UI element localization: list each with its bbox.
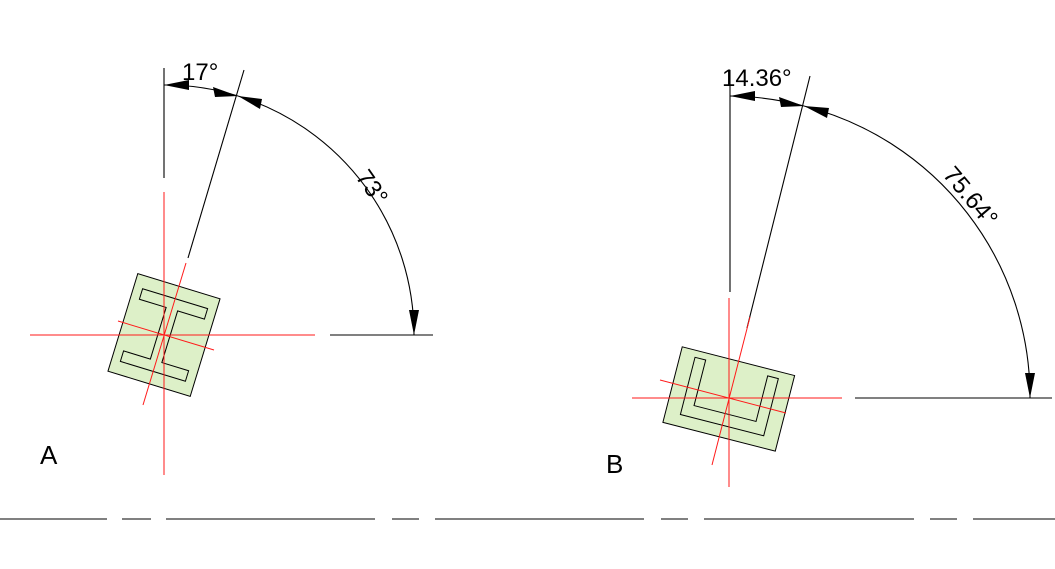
panel-b-small-angle-label: 14.36° bbox=[722, 65, 792, 92]
panel-b-label: B bbox=[606, 449, 623, 479]
panel-b-rotated-centerline-minor bbox=[659, 379, 787, 414]
panel-b-large-arc-arrow-bottom bbox=[1025, 373, 1035, 398]
panel-a: 17° 73° A bbox=[30, 59, 433, 475]
panel-b-small-arc-arrow-right bbox=[779, 97, 804, 107]
panel-a-rotated-centerline-major bbox=[142, 262, 187, 406]
panel-b-channel-profile bbox=[679, 356, 779, 437]
panel-a-i-profile bbox=[119, 288, 209, 382]
panel-a-rotated-centerline-minor bbox=[117, 320, 215, 351]
panel-a-label: A bbox=[40, 440, 58, 470]
panel-b-large-angle-arc bbox=[803, 105, 1031, 399]
panel-a-rotated-reference bbox=[187, 69, 245, 259]
panel-a-large-arc-arrow-top bbox=[238, 96, 262, 109]
panel-b-large-angle-label: 75.64° bbox=[937, 162, 1002, 233]
panel-b-rotated-centerline-major bbox=[711, 316, 751, 466]
panel-b-rotated-reference bbox=[746, 75, 811, 329]
panel-b-large-arc-arrow-top bbox=[804, 106, 829, 118]
panel-a-large-angle-label: 73° bbox=[350, 165, 393, 210]
panel-a-small-arc-arrow-right bbox=[213, 87, 238, 97]
panel-b: 14.36° 75.64° B bbox=[606, 65, 1052, 487]
panel-a-large-arc-arrow-bottom bbox=[409, 310, 419, 335]
panel-a-small-angle-label: 17° bbox=[182, 59, 218, 86]
panel-b-small-arc-arrow-left bbox=[730, 91, 755, 101]
panel-a-large-angle-arc bbox=[237, 95, 415, 336]
panel-a-small-arc-arrow-left bbox=[164, 80, 189, 90]
